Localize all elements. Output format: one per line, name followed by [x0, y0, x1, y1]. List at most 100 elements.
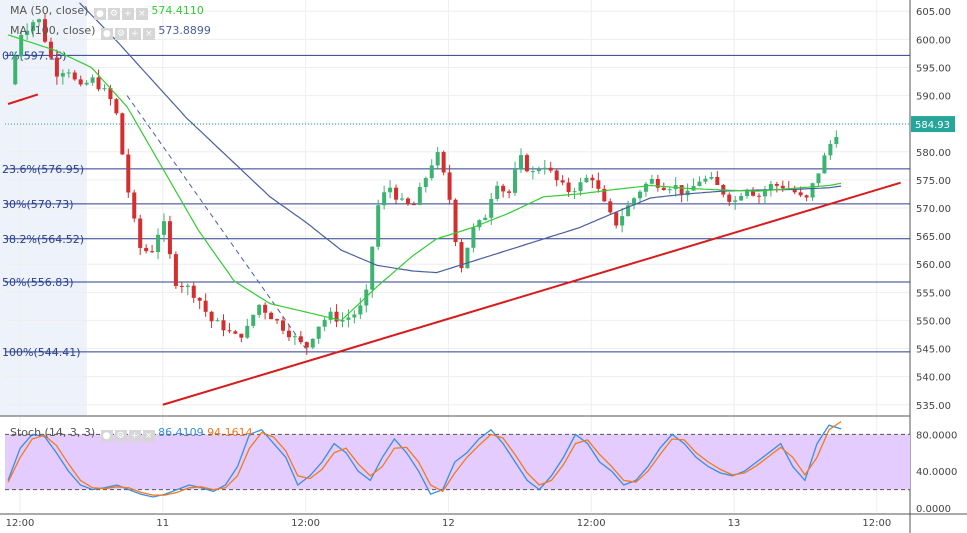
candle-body [483, 217, 488, 221]
candle-body [72, 72, 77, 80]
candle-body [358, 305, 363, 315]
time-tick-label: 12:00 [862, 518, 891, 529]
stoch-tick-label: 40.0000 [916, 467, 957, 478]
candle-body [221, 320, 226, 331]
candle-body [608, 201, 613, 213]
stoch-d-line [7, 420, 842, 496]
candle-body [304, 342, 309, 348]
plus-icon[interactable]: + [121, 8, 134, 20]
candle-body [602, 188, 607, 202]
stoch-band [5, 434, 910, 490]
price-tick-label: 560.00 [916, 260, 951, 271]
ma50-legend-label: MA (50, close) [10, 4, 89, 17]
candle-body [507, 191, 512, 193]
candle-body [126, 154, 131, 193]
candle-body [459, 242, 464, 269]
ma100-legend-label: MA (100, close) [10, 24, 96, 37]
candle-body [739, 195, 744, 201]
ma50-legend[interactable]: MA (50, close) ● ⚙ + × 574.4110 [10, 4, 204, 20]
candle-body [179, 285, 184, 288]
candle-body [453, 199, 458, 243]
candle-body [19, 34, 24, 57]
candle-body [120, 113, 125, 155]
close-icon[interactable]: × [142, 28, 155, 40]
candle-body [114, 99, 119, 114]
candle-body [138, 218, 143, 248]
candle-body [715, 176, 720, 186]
candle-body [554, 170, 559, 181]
stoch-tick-label: 0.0000 [916, 504, 951, 515]
candle-body [679, 185, 684, 196]
plus-icon[interactable]: + [128, 430, 141, 442]
candle-body [215, 320, 220, 322]
close-icon[interactable]: × [135, 8, 148, 20]
candle-body [703, 178, 708, 182]
candle-body [54, 57, 59, 77]
time-tick-label: 11 [156, 518, 169, 529]
price-tick-label: 535.00 [916, 401, 951, 412]
candle-body [275, 319, 280, 321]
candle-body [768, 183, 773, 191]
fib-level-label: 100%(544.41) [2, 346, 81, 359]
candle-body [298, 336, 303, 343]
candle-body [530, 171, 535, 173]
candle-body [828, 143, 833, 156]
eye-icon[interactable]: ● [100, 28, 113, 40]
candle-body [251, 314, 256, 326]
candle-body [185, 285, 190, 288]
price-tick-label: 565.00 [916, 232, 951, 243]
candle-body [423, 178, 428, 188]
price-tick-label: 545.00 [916, 345, 951, 356]
candle-body [596, 180, 601, 189]
candle-body [626, 205, 631, 217]
stoch-legend[interactable]: Stoch (14, 3, 3) ● ⚙ + × 86.4109 94.1614 [10, 426, 253, 442]
candle-body [352, 314, 357, 318]
price-tick-label: 590.00 [916, 92, 951, 103]
eye-icon[interactable]: ● [100, 430, 113, 442]
candle-body [42, 19, 47, 42]
time-tick-label: 12:00 [6, 518, 35, 529]
candle-body [822, 155, 827, 174]
candle-body [280, 320, 285, 331]
candle-body [536, 169, 541, 172]
gear-icon[interactable]: ⚙ [114, 430, 127, 442]
candle-body [245, 325, 250, 338]
stoch-k-value: 86.4109 [158, 426, 204, 439]
price-tick-label: 580.00 [916, 148, 951, 159]
gear-icon[interactable]: ⚙ [114, 28, 127, 40]
plus-icon[interactable]: + [128, 28, 141, 40]
candle-body [310, 338, 315, 348]
gear-icon[interactable]: ⚙ [107, 8, 120, 20]
candle-body [572, 191, 577, 193]
candle-body [643, 183, 648, 192]
candle-body [60, 73, 65, 77]
ma50-legend-value: 574.4110 [151, 4, 204, 17]
candle-body [513, 169, 518, 193]
candle-body [745, 189, 750, 196]
candle-body [542, 167, 547, 170]
candle-body [37, 19, 42, 23]
last-price-tag [911, 116, 955, 133]
candle-body [340, 319, 345, 322]
candle-body [346, 317, 351, 320]
candle-body [471, 227, 476, 248]
candle-body [435, 152, 440, 166]
candle-body [560, 180, 565, 183]
candle-body [84, 82, 89, 85]
candle-body [495, 185, 500, 199]
candle-body [733, 200, 738, 202]
candle-body [322, 319, 327, 327]
close-icon[interactable]: × [142, 430, 155, 442]
candle-body [411, 204, 416, 206]
time-tick-label: 13 [728, 518, 741, 529]
ma100-legend[interactable]: MA (100, close) ● ⚙ + × 573.8899 [10, 24, 211, 40]
eye-icon[interactable]: ● [93, 8, 106, 20]
candle-body [834, 137, 839, 144]
candle-body [620, 216, 625, 226]
candle-body [632, 198, 637, 206]
candle-body [524, 155, 529, 172]
candle-body [197, 297, 202, 301]
candle-body [697, 181, 702, 187]
